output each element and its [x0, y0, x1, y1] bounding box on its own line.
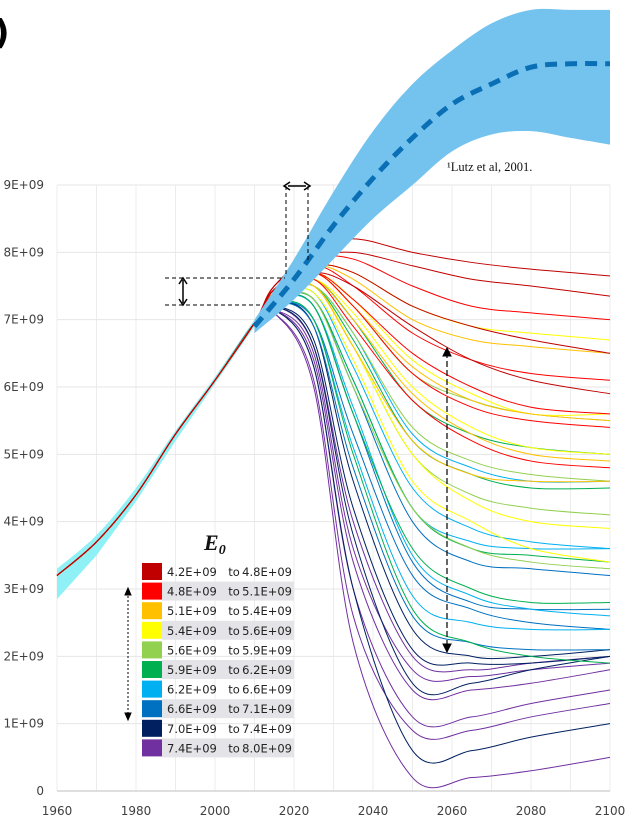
legend-row-bg: [162, 738, 294, 758]
legend-from: 5.6E+09: [167, 643, 217, 657]
legend-to: 5.1E+09: [242, 585, 292, 599]
legend-to: 4.8E+09: [242, 565, 292, 579]
legend-to: 6.6E+09: [242, 683, 292, 697]
citation: ¹Lutz et al, 2001.: [447, 160, 532, 174]
legend-from: 5.9E+09: [167, 663, 217, 677]
projection-median-line: [252, 61, 611, 329]
legend-swatch: [142, 641, 162, 659]
bands: [57, 319, 255, 600]
projection-band: [254, 8, 610, 334]
legend-to: 7.1E+09: [242, 702, 292, 716]
y-axis: 0 1E+09 2E+09 3E+09 4E+09 5E+09 6E+09 7E+09 8E+0…: [3, 178, 44, 798]
y-tick-label: 7E+09: [3, 313, 44, 327]
legend-to-word: to: [228, 643, 240, 657]
legend-from: 4.2E+09: [167, 565, 217, 579]
legend-to: 7.4E+09: [242, 722, 292, 736]
x-tick-label: 2020: [279, 804, 310, 818]
legend-from: 4.8E+09: [167, 585, 217, 599]
y-tick-label: 2E+09: [3, 649, 44, 663]
y-tick-label: 0: [36, 784, 44, 798]
legend-swatch: [142, 661, 162, 678]
y-tick-label: 6E+09: [3, 380, 44, 394]
legend-to-word: to: [228, 624, 240, 638]
scenario-line: [56, 272, 611, 576]
arrowhead-icon: [178, 276, 188, 307]
legend-row-bg: [162, 699, 294, 719]
arrowhead-icon: [442, 346, 452, 654]
legend: E0 4.2E+09 to 4.8E+094.8E+09 to 5.1E+095.1E+…: [142, 530, 294, 758]
legend-to-word: to: [228, 565, 240, 579]
x-tick-label: 1980: [121, 804, 152, 818]
legend-swatch: [142, 700, 162, 718]
legend-swatch: [142, 680, 162, 698]
legend-to: 8.0E+09: [242, 741, 292, 755]
legend-swatch: [142, 582, 162, 600]
projection: [252, 8, 611, 334]
legend-title: E0: [203, 530, 226, 558]
legend-swatch: [142, 719, 162, 737]
y-tick-label: 8E+09: [3, 245, 44, 259]
historical-band: [57, 319, 255, 600]
legend-to: 5.6E+09: [242, 624, 292, 638]
x-tick-label: 2000: [200, 804, 231, 818]
legend-to-word: to: [228, 663, 240, 677]
legend-swatch: [142, 739, 162, 757]
x-tick-label: 2060: [437, 804, 468, 818]
legend-from: 6.2E+09: [167, 683, 217, 697]
legend-to-word: to: [228, 702, 240, 716]
arrowhead-icon: [282, 181, 312, 191]
y-tick-label: 1E+09: [3, 717, 44, 731]
y-tick-label: 3E+09: [3, 582, 44, 596]
legend-from: 5.4E+09: [167, 624, 217, 638]
legend-row-bg: [162, 581, 294, 601]
y-tick-label: 5E+09: [3, 447, 44, 461]
panel-label: ): [0, 13, 10, 53]
legend-from: 7.0E+09: [167, 722, 217, 736]
legend-to: 6.2E+09: [242, 663, 292, 677]
legend-from: 5.1E+09: [167, 604, 217, 618]
x-tick-label: 1960: [42, 804, 73, 818]
legend-to: 5.4E+09: [242, 604, 292, 618]
legend-to-word: to: [228, 741, 240, 755]
legend-swatch: [142, 563, 162, 580]
annotations: [124, 181, 452, 722]
y-tick-label: 9E+09: [3, 178, 44, 192]
x-axis: 1960 1980 2000 2020 2040 2060 2080 2100: [42, 804, 626, 818]
y-tick-label: 4E+09: [3, 515, 44, 529]
legend-from: 7.4E+09: [167, 741, 217, 755]
x-tick-label: 2080: [516, 804, 547, 818]
legend-to-word: to: [228, 604, 240, 618]
legend-to-word: to: [228, 722, 240, 736]
legend-swatch: [142, 621, 162, 639]
legend-row-bg: [162, 620, 294, 640]
legend-to-word: to: [228, 585, 240, 599]
x-tick-label: 2100: [595, 804, 626, 818]
legend-from: 6.6E+09: [167, 702, 217, 716]
x-tick-label: 2040: [358, 804, 389, 818]
legend-to-word: to: [228, 683, 240, 697]
legend-row-bg: [162, 660, 294, 679]
arrowhead-icon: [124, 586, 132, 722]
legend-to: 5.9E+09: [242, 643, 292, 657]
legend-swatch: [142, 602, 162, 620]
